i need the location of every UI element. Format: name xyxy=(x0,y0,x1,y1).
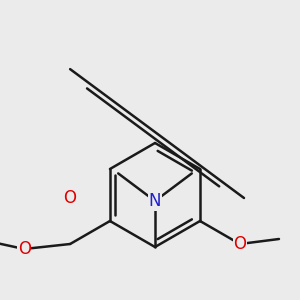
Text: O: O xyxy=(233,235,246,253)
Text: N: N xyxy=(149,192,161,210)
Text: O: O xyxy=(18,240,31,258)
Text: O: O xyxy=(63,189,76,207)
